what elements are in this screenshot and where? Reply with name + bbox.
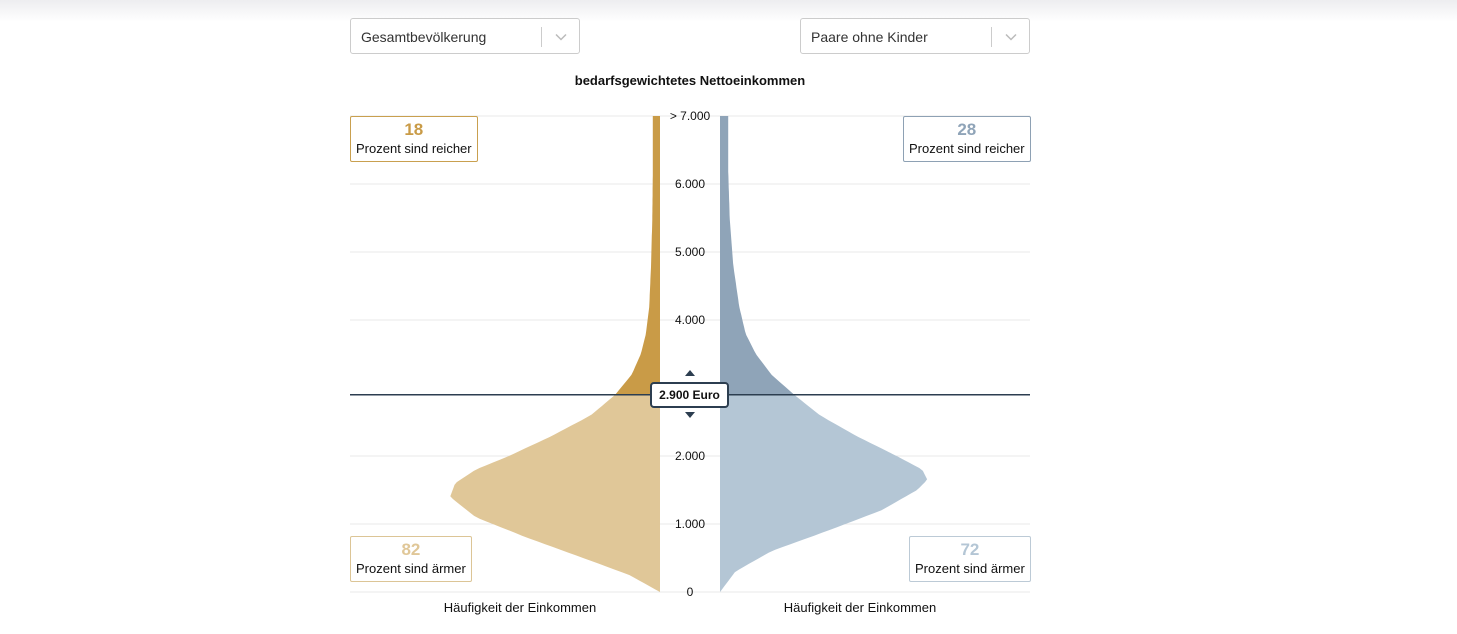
left-percent-richer-box: 18 Prozent sind reicher (350, 116, 478, 162)
left-violin-above-threshold (615, 116, 660, 395)
left-percent-poorer-value: 82 (401, 540, 421, 559)
select-separator (991, 27, 992, 47)
select-separator (541, 27, 542, 47)
y-tick-label: 2.000 (675, 449, 705, 463)
y-axis-ticks: 0 1.000 2.000 4.000 5.000 6.000 > 7.000 (670, 109, 711, 599)
left-percent-poorer-box: 82 Prozent sind ärmer (350, 536, 472, 582)
left-violin-below-threshold (450, 394, 660, 592)
top-shade (0, 0, 1457, 22)
up-arrow-icon (685, 370, 695, 376)
right-percent-richer-label: Prozent sind reicher (909, 141, 1025, 156)
y-tick-label: > 7.000 (670, 109, 711, 123)
population-select-right-value: Paare ohne Kinder (811, 29, 928, 45)
y-tick-label: 6.000 (675, 177, 705, 191)
right-violin-above-threshold (720, 116, 795, 395)
y-tick-label: 1.000 (675, 517, 705, 531)
y-tick-label: 5.000 (675, 245, 705, 259)
down-arrow-icon (685, 412, 695, 418)
y-tick-label: 0 (687, 585, 694, 599)
left-percent-poorer-label: Prozent sind ärmer (356, 561, 466, 576)
population-select-left[interactable]: Gesamtbevölkerung (350, 18, 580, 54)
right-percent-poorer-label: Prozent sind ärmer (915, 561, 1025, 576)
right-percent-poorer-box: 72 Prozent sind ärmer (909, 536, 1031, 582)
population-select-right[interactable]: Paare ohne Kinder (800, 18, 1030, 54)
income-threshold-handle[interactable]: 2.900 Euro (650, 382, 729, 408)
x-axis-label-left: Häufigkeit der Einkommen (443, 600, 597, 615)
right-percent-richer-value: 28 (957, 120, 977, 139)
left-percent-richer-label: Prozent sind reicher (356, 141, 472, 156)
left-percent-richer-value: 18 (404, 120, 424, 139)
chart-title: bedarfsgewichtetes Nettoeinkommen (574, 73, 806, 88)
right-percent-richer-box: 28 Prozent sind reicher (903, 116, 1031, 162)
chevron-down-icon[interactable] (554, 30, 568, 44)
right-percent-poorer-value: 72 (960, 540, 980, 559)
violins (450, 116, 928, 592)
chevron-down-icon[interactable] (1004, 30, 1018, 44)
x-axis-label-right: Häufigkeit der Einkommen (783, 600, 937, 615)
y-tick-label: 4.000 (675, 313, 705, 327)
right-violin-below-threshold (720, 394, 928, 592)
population-select-left-value: Gesamtbevölkerung (361, 29, 487, 45)
